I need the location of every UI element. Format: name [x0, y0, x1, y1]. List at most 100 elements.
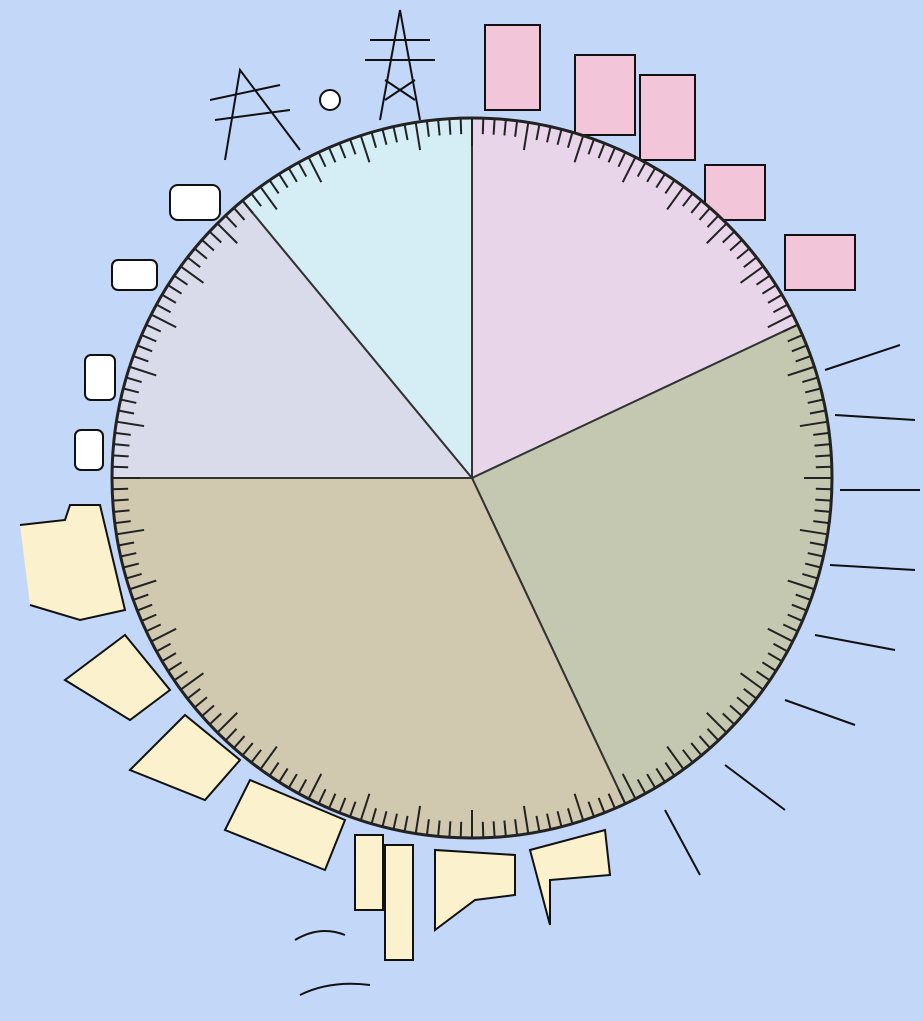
- rim-tick: [815, 487, 832, 491]
- rim-tick: [787, 579, 815, 591]
- rim-tick: [216, 712, 238, 734]
- rim-tick: [514, 120, 519, 137]
- rim-tick: [126, 573, 142, 580]
- rim-tick: [807, 552, 824, 558]
- rim-tick: [114, 431, 131, 436]
- rim-tick: [317, 788, 327, 805]
- rim-tick: [278, 767, 289, 783]
- rim-tick: [587, 138, 595, 155]
- rim-tick: [233, 207, 246, 221]
- rim-tick: [167, 284, 183, 295]
- rim-tick: [690, 742, 703, 757]
- rim-tick: [767, 652, 783, 663]
- factory: [223, 778, 347, 872]
- rim-tick: [514, 819, 519, 836]
- rim-tick: [186, 688, 201, 700]
- rim-tick: [150, 313, 177, 329]
- rim-tick: [370, 808, 377, 824]
- rim-tick: [136, 603, 153, 612]
- rim-tick: [767, 627, 794, 643]
- building: [484, 24, 541, 111]
- rim-tick: [736, 247, 751, 260]
- rim-tick: [799, 420, 828, 428]
- rim-tick: [268, 761, 280, 777]
- rim-tick: [359, 135, 371, 163]
- rim-tick: [129, 365, 157, 377]
- rim-tick: [259, 746, 278, 770]
- rim-tick: [767, 313, 794, 329]
- factory: [19, 504, 127, 622]
- rim-tick: [156, 303, 172, 314]
- rim-tick: [597, 142, 606, 159]
- rim-tick: [617, 151, 627, 168]
- rim-tick: [804, 387, 821, 394]
- rim-tick: [556, 810, 563, 827]
- rim-tick: [706, 728, 720, 742]
- rim-tick: [815, 498, 832, 502]
- rim-tick: [655, 173, 666, 189]
- rim-tick: [546, 813, 552, 830]
- rim-tick: [813, 431, 830, 436]
- rim-tick: [201, 239, 215, 252]
- rim-tick: [173, 670, 189, 682]
- rim-tick: [118, 541, 135, 547]
- rim-tick: [132, 593, 149, 601]
- rim-tick: [208, 230, 222, 244]
- factory: [63, 633, 172, 722]
- rim-tick: [503, 820, 507, 837]
- rim-tick: [403, 124, 409, 141]
- rim-tick: [403, 815, 409, 832]
- pie: [110, 116, 834, 840]
- rim-tick: [328, 147, 337, 163]
- rim-tick: [804, 562, 821, 569]
- rim-tick: [567, 808, 574, 824]
- rim-tick: [145, 623, 162, 633]
- rim-tick: [113, 509, 130, 513]
- rim-tick: [809, 541, 826, 547]
- rim-tick: [621, 773, 637, 800]
- rim-tick: [338, 142, 347, 159]
- rim-tick: [664, 761, 676, 777]
- rim-tick: [173, 274, 189, 286]
- rim-tick: [297, 162, 308, 178]
- car: [111, 259, 158, 291]
- plant: [664, 344, 920, 876]
- rim-tick: [459, 821, 463, 838]
- rim-tick: [607, 147, 616, 163]
- rim-tick: [809, 409, 826, 415]
- rim-tick: [349, 801, 357, 818]
- rim-tick: [815, 454, 832, 458]
- rim-tick: [740, 672, 764, 691]
- rim-tick: [180, 672, 204, 691]
- rim-tick: [116, 528, 145, 536]
- rim-tick: [791, 603, 808, 612]
- rim-tick: [761, 284, 777, 295]
- building: [639, 74, 696, 161]
- rim-tick: [241, 742, 254, 757]
- rim-tick: [136, 344, 153, 353]
- rim-tick: [743, 688, 758, 700]
- rim-tick: [150, 627, 177, 643]
- rim-tick: [250, 192, 262, 207]
- rim-tick: [459, 118, 463, 135]
- rim-tick: [706, 222, 728, 244]
- rim-tick: [755, 670, 771, 682]
- rim-tick: [156, 642, 172, 653]
- rim-tick: [167, 661, 183, 672]
- rim-tick: [802, 573, 818, 580]
- rim-tick: [522, 805, 530, 834]
- rim-tick: [201, 704, 215, 717]
- rim-tick: [287, 167, 298, 183]
- rim-tick: [278, 173, 289, 189]
- rim-tick: [535, 815, 541, 832]
- rim-tick: [772, 303, 788, 314]
- rim-tick: [481, 118, 485, 135]
- pylon: [209, 67, 301, 161]
- rim-tick: [114, 520, 131, 525]
- rim-tick: [573, 135, 585, 163]
- rim-tick: [666, 186, 685, 210]
- rim-tick: [186, 256, 201, 268]
- rim-tick: [492, 118, 496, 135]
- rim-tick: [815, 465, 832, 469]
